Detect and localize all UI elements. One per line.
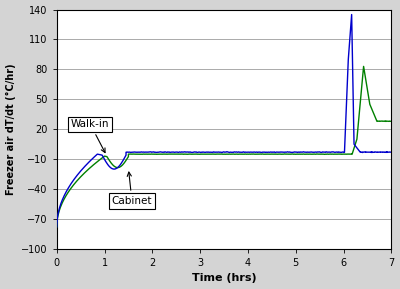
X-axis label: Time (hrs): Time (hrs)	[192, 273, 256, 284]
Text: Cabinet: Cabinet	[112, 172, 152, 206]
Text: Walk-in: Walk-in	[71, 119, 110, 153]
Y-axis label: Freezer air dT/dt (°C/hr): Freezer air dT/dt (°C/hr)	[6, 63, 16, 195]
